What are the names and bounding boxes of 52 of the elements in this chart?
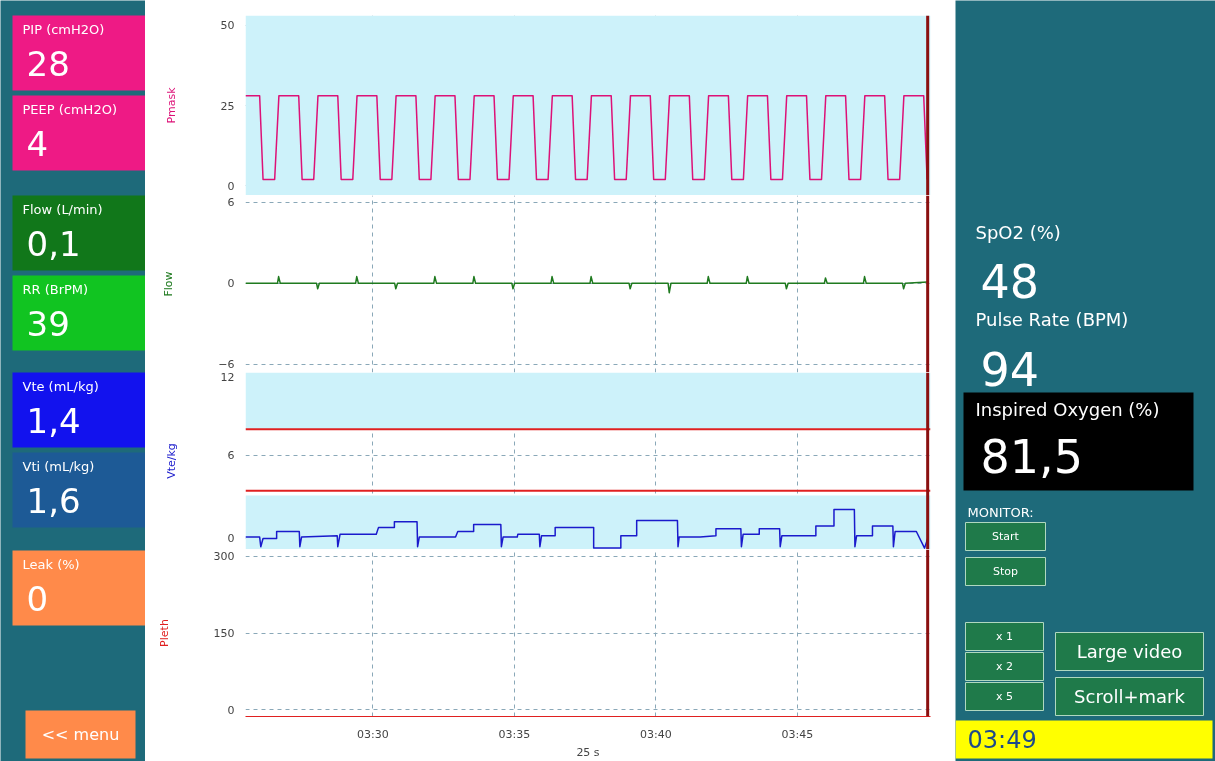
y-axis-title: Pmask <box>164 86 178 124</box>
text: x 5 <box>996 690 1014 703</box>
text: 28 <box>26 44 70 84</box>
y-axis-title: Vte/kg <box>164 443 178 479</box>
y-tick-label: 50 <box>220 19 235 33</box>
text: 94 <box>980 342 1040 397</box>
x-tick-label: 03:40 <box>640 727 672 741</box>
text: Stop <box>993 565 1019 578</box>
text: 39 <box>26 304 70 344</box>
x-tick-label: 03:35 <box>498 727 531 741</box>
text: 4 <box>26 124 49 164</box>
y-tick-label: 150 <box>213 627 235 640</box>
category-label: Leak (%) <box>22 557 80 572</box>
y-tick-label: 0 <box>227 703 235 717</box>
category-label: Flow (L/min) <box>22 202 103 217</box>
text: Start <box>992 530 1020 543</box>
text: MONITOR: <box>967 505 1034 520</box>
y-tick-label: 12 <box>220 370 235 384</box>
text: 1,4 <box>26 401 81 441</box>
category-label: Pulse Rate (BPM) <box>975 309 1129 330</box>
y-tick-label: 300 <box>213 550 235 564</box>
line-series <box>245 275 929 294</box>
y-tick-label: 6 <box>227 449 235 463</box>
y-tick-label: 6 <box>227 196 235 210</box>
text: << menu <box>41 725 120 744</box>
text: Scroll+mark <box>1074 686 1186 707</box>
category-label: PEEP (cmH2O) <box>22 102 117 117</box>
text: 1,6 <box>26 481 81 521</box>
y-tick-label: 25 <box>220 99 235 113</box>
category-label: RR (BrPM) <box>22 282 89 297</box>
y-axis-title: Flow <box>162 271 176 297</box>
category-label: Inspired Oxygen (%) <box>975 399 1160 420</box>
y-tick-label: 0 <box>227 532 235 546</box>
text: Large video <box>1076 641 1183 662</box>
x-tick-label: 03:30 <box>357 727 389 741</box>
category-label: SpO2 (%) <box>975 222 1061 243</box>
y-axis-title: Pleth <box>157 619 171 647</box>
text: 03:49 <box>967 725 1037 754</box>
text: x 2 <box>996 660 1014 673</box>
text: 0,1 <box>26 224 81 264</box>
text: 81,5 <box>980 429 1083 484</box>
y-tick-label: 0 <box>227 277 235 291</box>
y-tick-label: 0 <box>227 179 235 193</box>
category-label: PIP (cmH2O) <box>22 22 105 37</box>
text: 0 <box>26 579 49 619</box>
x-tick-label: 03:45 <box>781 727 814 741</box>
category-label: Vte (mL/kg) <box>22 379 99 394</box>
text: x 1 <box>996 630 1014 643</box>
y-tick-label: −6 <box>218 358 235 372</box>
category-label: Vti (mL/kg) <box>22 459 95 474</box>
text: 48 <box>980 254 1040 309</box>
x-axis-title: 25 s <box>576 745 600 759</box>
